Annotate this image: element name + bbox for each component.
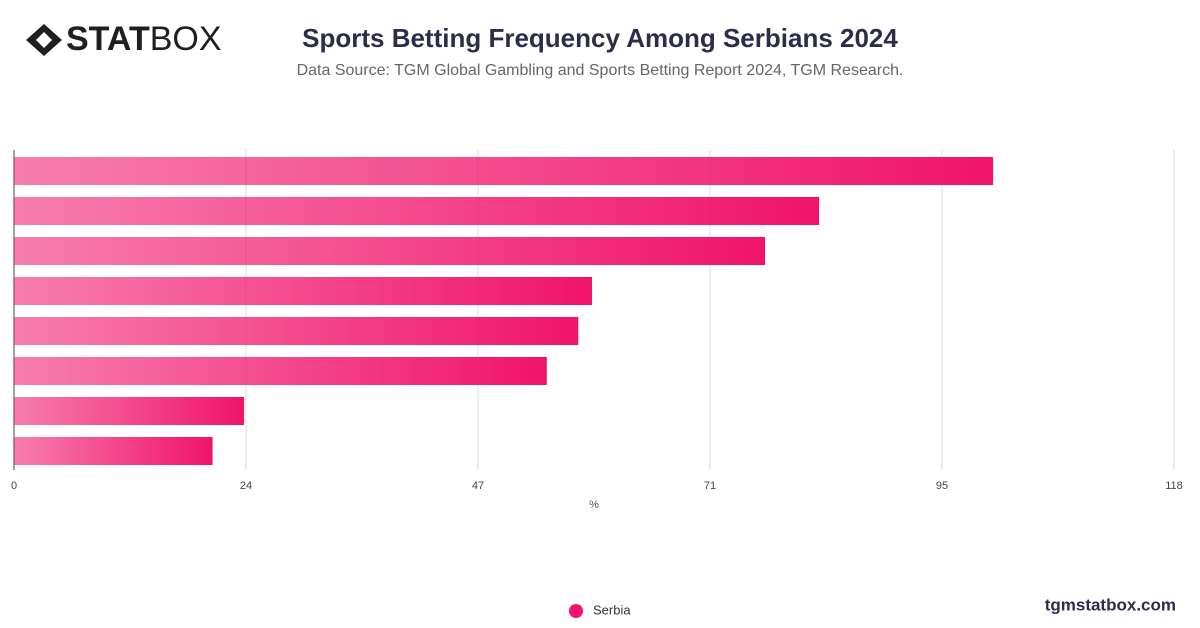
bar [14, 237, 766, 265]
x-tick-label: 71 [704, 480, 716, 492]
logo: STATBOX [26, 20, 222, 58]
logo-bold: STAT [66, 20, 150, 58]
bar [14, 437, 213, 465]
bar [14, 157, 994, 185]
bar [14, 277, 593, 305]
logo-light: BOX [150, 20, 222, 58]
legend-label: Serbia [593, 602, 631, 617]
footer: tgmstatbox.com [1045, 595, 1176, 614]
bar [14, 317, 579, 345]
chart-subtitle: Data Source: TGM Global Gambling and Spo… [297, 62, 904, 79]
bar [14, 357, 547, 385]
x-tick-label: 24 [240, 480, 252, 492]
x-tick-label: 47 [472, 480, 484, 492]
x-tick-label: 118 [1165, 480, 1183, 492]
legend-marker [569, 604, 583, 618]
bar [14, 397, 245, 425]
chart-title: Sports Betting Frequency Among Serbians … [302, 23, 898, 53]
logo-icon [26, 24, 62, 56]
x-tick-label: 95 [936, 480, 948, 492]
bar [14, 197, 820, 225]
x-tick-label: 0 [11, 480, 17, 492]
x-axis-label: % [589, 499, 599, 511]
logo-text: STATBOX [66, 20, 222, 58]
